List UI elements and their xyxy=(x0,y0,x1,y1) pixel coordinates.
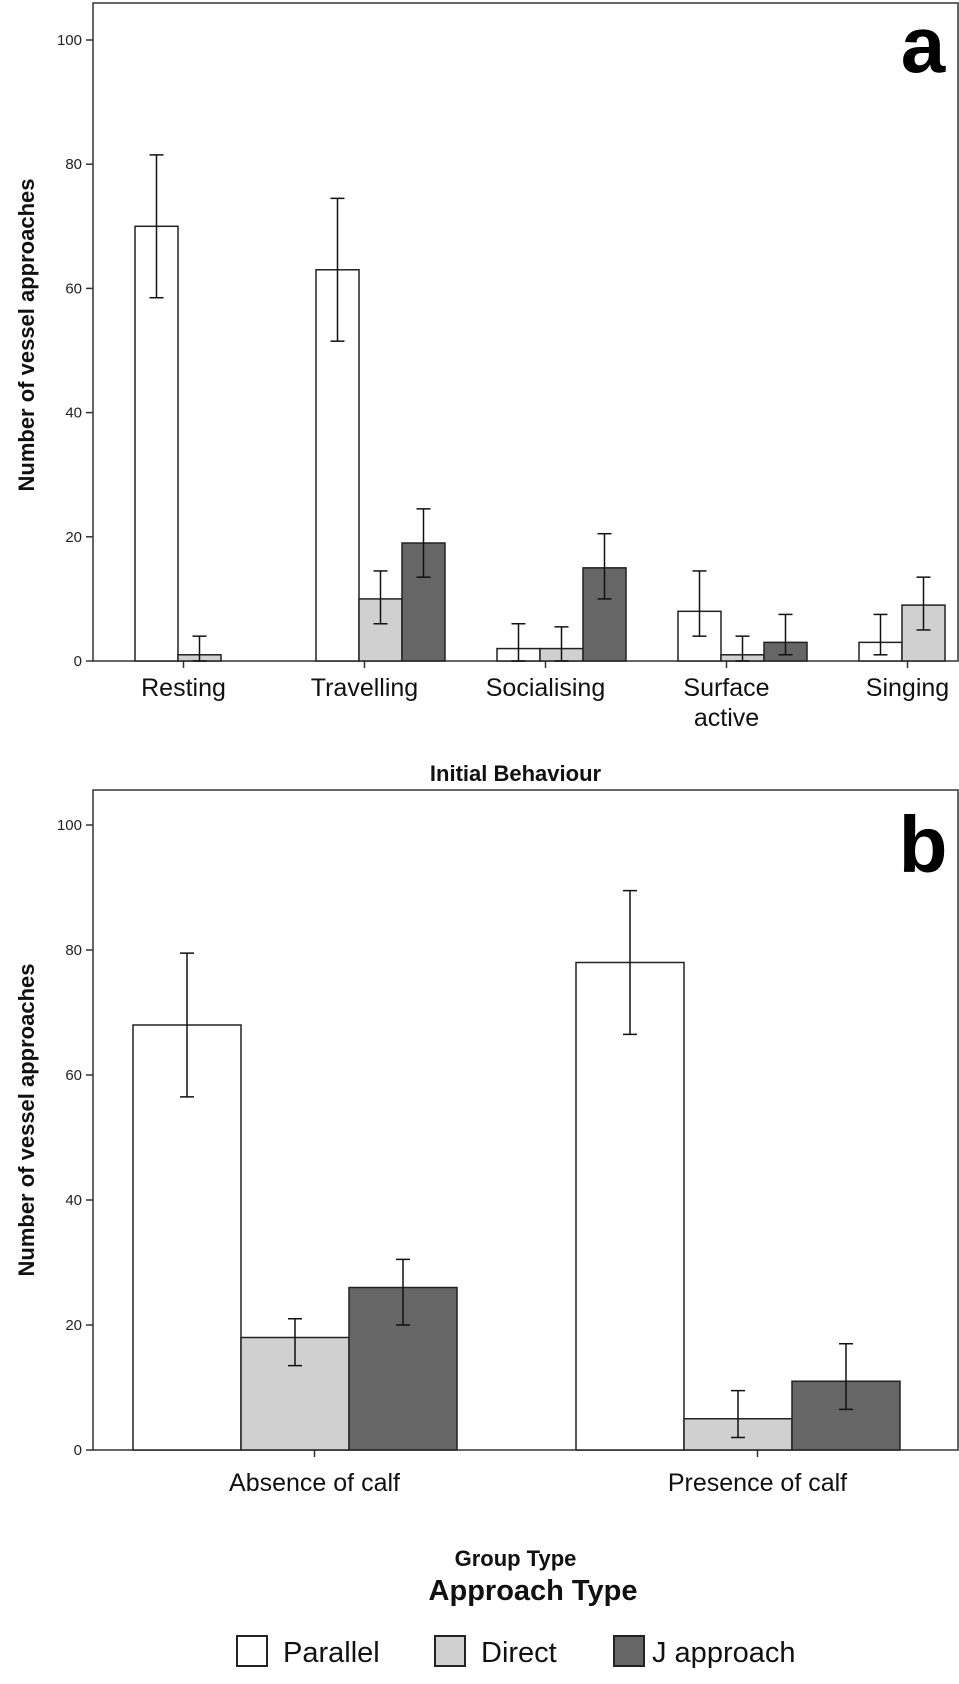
y-tick-label: 20 xyxy=(65,529,82,546)
x-axis-title: Initial Behaviour xyxy=(430,761,602,786)
y-tick-label: 100 xyxy=(57,817,82,834)
bar-parallel xyxy=(575,961,685,1451)
legend: Approach Type Parallel Direct J approach xyxy=(236,1575,796,1669)
x-tick-label-line: active xyxy=(694,704,759,732)
y-tick-label: 0 xyxy=(74,1442,82,1459)
legend-label-j-approach: J approach xyxy=(652,1637,796,1669)
x-tick-label: Socialising xyxy=(486,674,606,702)
legend-swatch-j-approach xyxy=(613,1635,645,1667)
y-tick-label: 20 xyxy=(65,1317,82,1334)
x-tick-label-line: Absence of calf xyxy=(229,1469,400,1497)
y-axis-title: Number of vessel approaches xyxy=(14,178,39,491)
bar-parallel xyxy=(134,225,179,662)
x-tick-label-line: Travelling xyxy=(311,674,418,702)
legend-label-parallel: Parallel xyxy=(283,1637,380,1669)
x-tick-label-line: Singing xyxy=(866,674,949,702)
panel-letter: a xyxy=(901,0,946,89)
panel-b: 0 20 40 60 80 100 Number of vessel approaches G… xyxy=(14,789,959,1571)
y-tick-label: 40 xyxy=(65,405,82,422)
x-tick-label: Absence of calf xyxy=(229,1469,400,1497)
x-tick-label: Surface active xyxy=(683,674,769,732)
legend-swatch-parallel xyxy=(236,1635,268,1667)
x-tick-label-line: Surface xyxy=(683,674,769,702)
y-axis-title: Number of vessel approaches xyxy=(14,963,39,1276)
plot-frame xyxy=(92,789,959,1451)
panel-letter: b xyxy=(899,800,948,889)
x-tick-label: Presence of calf xyxy=(668,1469,847,1497)
y-tick-label: 100 xyxy=(57,32,82,49)
x-tick-label-line: Socialising xyxy=(486,674,606,702)
y-tick-label: 40 xyxy=(65,1192,82,1209)
plot-frame xyxy=(92,2,959,662)
x-tick-label-line: Presence of calf xyxy=(668,1469,847,1497)
x-axis-title: Group Type xyxy=(455,1546,577,1571)
legend-title: Approach Type xyxy=(429,1575,638,1607)
y-tick-label: 80 xyxy=(65,156,82,173)
legend-label-direct: Direct xyxy=(481,1637,557,1669)
x-tick-label-line: Resting xyxy=(141,674,226,702)
y-tick-label: 0 xyxy=(74,653,82,670)
x-tick-label: Travelling xyxy=(311,674,418,702)
legend-swatch-direct xyxy=(434,1635,466,1667)
panel-a: 0 20 40 60 80 100 Number of vessel approaches I… xyxy=(14,0,959,786)
bar-j-approach xyxy=(401,542,446,662)
x-tick-label: Resting xyxy=(141,674,226,702)
y-tick-label: 80 xyxy=(65,942,82,959)
y-tick-label: 60 xyxy=(65,280,82,297)
y-tick-label: 60 xyxy=(65,1067,82,1084)
x-tick-label: Singing xyxy=(866,674,949,702)
